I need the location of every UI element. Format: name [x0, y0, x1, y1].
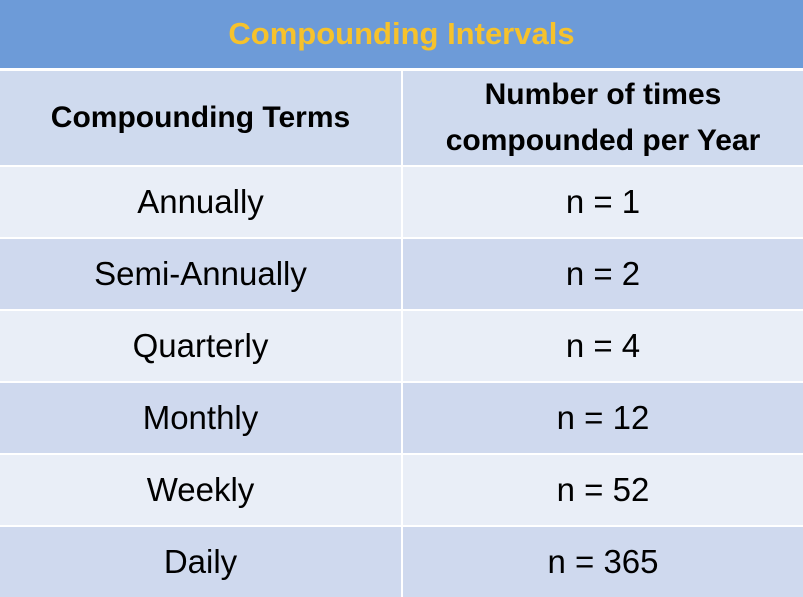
count-cell: n = 4	[401, 309, 803, 383]
count-cell: n = 2	[401, 237, 803, 311]
count-cell: n = 1	[401, 165, 803, 239]
term-cell: Annually	[0, 165, 403, 239]
term-cell: Quarterly	[0, 309, 403, 383]
table-row: Annually n = 1	[0, 165, 803, 239]
table-head: Compounding Terms Number of times compou…	[0, 71, 803, 167]
column-header: Number of times compounded per Year	[401, 71, 803, 167]
table-row: Quarterly n = 4	[0, 309, 803, 383]
count-cell: n = 52	[401, 453, 803, 527]
table-body: Annually n = 1 Semi-Annually n = 2 Quarterly…	[0, 165, 803, 597]
count-cell: n = 365	[401, 525, 803, 597]
term-cell: Semi-Annually	[0, 237, 403, 311]
term-cell: Weekly	[0, 453, 403, 527]
table-row: Monthly n = 12	[0, 381, 803, 455]
count-cell: n = 12	[401, 381, 803, 455]
term-cell: Daily	[0, 525, 403, 597]
table-title: Compounding Intervals	[0, 0, 803, 71]
table: Compounding Terms Number of times compou…	[0, 71, 803, 597]
header-row: Compounding Terms Number of times compou…	[0, 71, 803, 167]
table-row: Semi-Annually n = 2	[0, 237, 803, 311]
column-header: Compounding Terms	[0, 71, 403, 167]
term-cell: Monthly	[0, 381, 403, 455]
table-row: Weekly n = 52	[0, 453, 803, 527]
table-row: Daily n = 365	[0, 525, 803, 597]
